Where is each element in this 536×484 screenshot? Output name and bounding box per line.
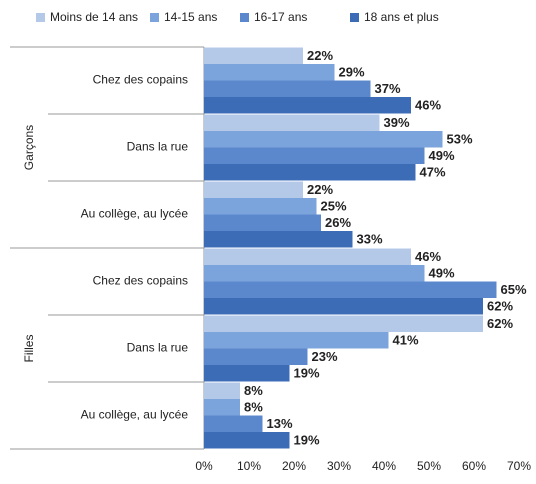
value-label: 46% bbox=[415, 249, 441, 264]
bar bbox=[204, 80, 371, 97]
x-tick-label: 60% bbox=[462, 459, 486, 473]
value-label: 8% bbox=[244, 383, 263, 398]
group-label: Garçons bbox=[22, 125, 36, 170]
bar bbox=[204, 97, 411, 114]
bar bbox=[204, 432, 290, 449]
value-label: 39% bbox=[384, 115, 410, 130]
x-tick-label: 10% bbox=[237, 459, 261, 473]
value-label: 37% bbox=[375, 81, 401, 96]
value-label: 62% bbox=[487, 299, 513, 314]
category-label: Chez des copains bbox=[93, 274, 188, 288]
bar bbox=[204, 399, 240, 416]
x-tick-label: 30% bbox=[327, 459, 351, 473]
bar bbox=[204, 332, 389, 349]
bar bbox=[204, 131, 443, 148]
bar bbox=[204, 47, 303, 64]
bar bbox=[204, 248, 411, 265]
bar bbox=[204, 214, 321, 231]
x-tick-label: 20% bbox=[282, 459, 306, 473]
x-tick-label: 0% bbox=[195, 459, 213, 473]
legend-label: 16-17 ans bbox=[254, 10, 307, 24]
legend-label: 14-15 ans bbox=[164, 10, 217, 24]
group-label: Filles bbox=[22, 334, 36, 362]
bar bbox=[204, 315, 483, 332]
value-label: 22% bbox=[307, 182, 333, 197]
bar bbox=[204, 231, 353, 248]
bar bbox=[204, 382, 240, 399]
value-label: 49% bbox=[429, 266, 455, 281]
value-label: 25% bbox=[321, 199, 347, 214]
legend-swatch bbox=[150, 13, 159, 22]
value-label: 46% bbox=[415, 98, 441, 113]
x-tick-label: 40% bbox=[372, 459, 396, 473]
value-label: 65% bbox=[501, 282, 527, 297]
x-tick-label: 50% bbox=[417, 459, 441, 473]
bar bbox=[204, 348, 308, 365]
category-label: Dans la rue bbox=[127, 140, 189, 154]
value-label: 53% bbox=[447, 132, 473, 147]
legend-swatch bbox=[36, 13, 45, 22]
value-label: 22% bbox=[307, 48, 333, 63]
bar bbox=[204, 281, 497, 298]
value-label: 19% bbox=[294, 433, 320, 448]
bar bbox=[204, 64, 335, 81]
category-label: Au collège, au lycée bbox=[81, 408, 189, 422]
category-label: Au collège, au lycée bbox=[81, 207, 189, 221]
value-label: 47% bbox=[420, 165, 446, 180]
bar bbox=[204, 415, 263, 432]
value-label: 19% bbox=[294, 366, 320, 381]
bar bbox=[204, 365, 290, 382]
category-label: Dans la rue bbox=[127, 341, 189, 355]
bar bbox=[204, 114, 380, 131]
bar bbox=[204, 198, 317, 215]
value-label: 62% bbox=[487, 316, 513, 331]
value-label: 49% bbox=[429, 148, 455, 163]
bar bbox=[204, 265, 425, 282]
category-label: Chez des copains bbox=[93, 73, 188, 87]
legend-label: Moins de 14 ans bbox=[50, 10, 138, 24]
value-label: 26% bbox=[325, 215, 351, 230]
bar bbox=[204, 298, 483, 315]
value-label: 41% bbox=[393, 333, 419, 348]
value-label: 8% bbox=[244, 400, 263, 415]
value-label: 29% bbox=[339, 65, 365, 80]
value-label: 13% bbox=[267, 416, 293, 431]
value-label: 23% bbox=[312, 349, 338, 364]
value-label: 33% bbox=[357, 232, 383, 247]
bar bbox=[204, 164, 416, 181]
legend-swatch bbox=[240, 13, 249, 22]
bar bbox=[204, 181, 303, 198]
bar bbox=[204, 147, 425, 164]
x-tick-label: 70% bbox=[507, 459, 531, 473]
legend-swatch bbox=[350, 13, 359, 22]
legend-label: 18 ans et plus bbox=[364, 10, 439, 24]
